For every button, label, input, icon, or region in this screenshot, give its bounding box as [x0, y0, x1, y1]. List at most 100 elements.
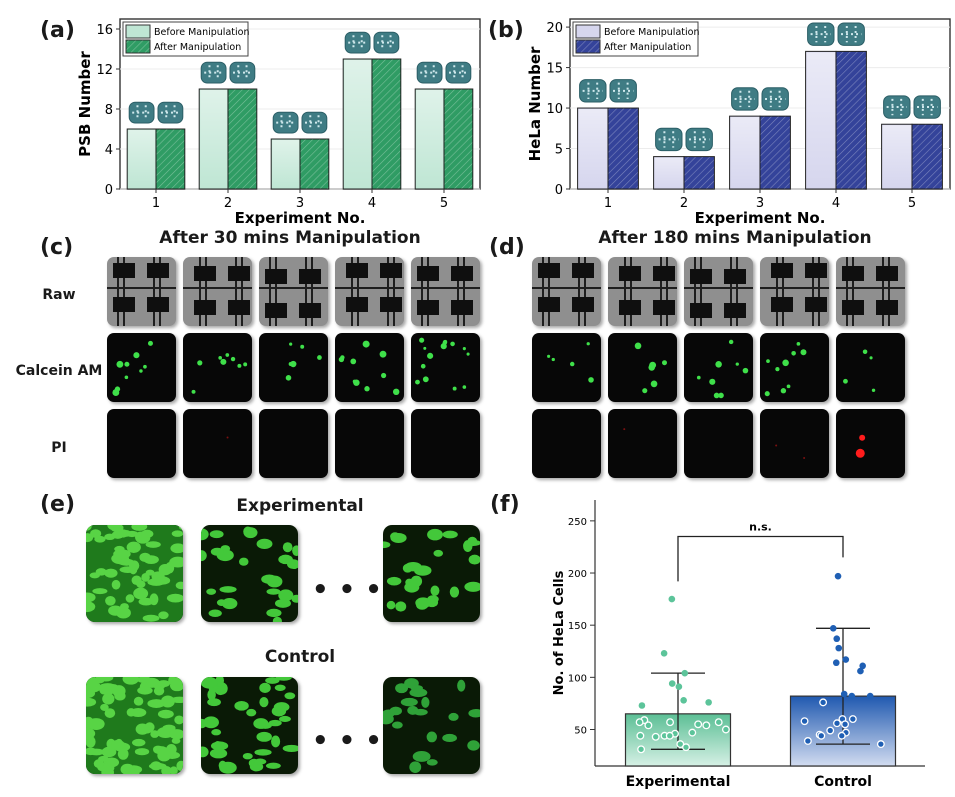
robot-frame-bar: [183, 287, 252, 289]
data-point: [651, 732, 660, 741]
hela-cell: [98, 677, 114, 682]
robot-frame-bar: [542, 257, 544, 326]
robot-cage-block: [194, 266, 216, 281]
robot-frame-bar: [812, 257, 814, 326]
bar-shine: [344, 60, 371, 188]
psb-robot-icon: [416, 61, 443, 84]
robot-frame-bar: [393, 257, 395, 326]
hela-cell: [157, 749, 171, 762]
y-tick-label: 16: [96, 23, 113, 38]
hela-cell: [467, 740, 480, 751]
panel-c-calcein-image-5: [411, 333, 480, 402]
micrograph: [696, 339, 749, 399]
hela-cell: [158, 611, 169, 620]
hela-cell: [254, 758, 267, 765]
live-cell-dot: [547, 354, 551, 358]
y-tick-label: 100: [568, 673, 587, 684]
hela-cell: [139, 681, 149, 693]
data-point: [668, 595, 676, 603]
hela-cell: [272, 616, 282, 622]
panel-d-pi-image-3: [684, 409, 753, 478]
hela-cell: [110, 525, 124, 533]
significance-label: n.s.: [749, 521, 772, 534]
robot-cage-block: [538, 263, 560, 278]
hela-cell: [404, 581, 420, 593]
live-cell-dot: [379, 350, 387, 358]
hela-cell: [284, 692, 296, 700]
robot-cage-block: [265, 303, 287, 318]
panel-d-calcein-image-1: [532, 333, 601, 402]
robot-cage-block: [724, 269, 746, 284]
fluorescence-image: [201, 677, 298, 774]
hela-cell: [108, 605, 123, 616]
live-cell-dot: [869, 356, 873, 360]
hela-cell: [425, 597, 439, 608]
robot-frame-bar: [624, 257, 626, 326]
hela-cell: [449, 586, 460, 598]
y-tick-label: 5: [555, 143, 563, 158]
micrograph: [259, 257, 328, 326]
data-point: [636, 731, 645, 740]
bar-shine: [578, 109, 607, 188]
micrograph: [532, 409, 601, 478]
robot-frame-bar: [457, 257, 459, 326]
live-cell-dot: [300, 344, 305, 349]
hela-cell: [90, 529, 102, 538]
row-label-pi: PI: [51, 440, 67, 456]
robot-frame-bar: [235, 257, 237, 326]
micrograph: [415, 337, 470, 391]
experimental-cell-image-1: [86, 525, 183, 622]
live-cell-dot: [642, 388, 648, 394]
hela-cell: [468, 708, 480, 718]
live-cell-dot: [124, 375, 129, 380]
robot-frame-bar: [269, 257, 271, 326]
legend-swatch-before: [125, 24, 151, 39]
hela-cell: [390, 532, 400, 541]
x-axis-title: Experiment No.: [235, 209, 366, 226]
hela-cell: [213, 749, 222, 756]
data-point: [819, 698, 828, 707]
bar-shine: [272, 140, 299, 188]
data-point: [848, 715, 857, 724]
hela-cell: [213, 740, 222, 752]
micrograph: [191, 353, 248, 394]
hela-cell: [465, 539, 480, 546]
micrograph: [843, 349, 876, 393]
live-cell-dot: [649, 361, 657, 369]
robot-frame-bar: [548, 257, 550, 326]
robot-frame-bar: [421, 257, 423, 326]
live-cell-dot: [800, 349, 807, 356]
hela-cell: [278, 554, 293, 565]
hela-cell: [261, 574, 278, 584]
robot-cage-block: [228, 300, 250, 315]
robot-frame-bar: [776, 257, 778, 326]
hela-cell: [174, 715, 183, 725]
micrograph: [623, 428, 626, 431]
hela-cell: [273, 702, 290, 712]
panel-d-pi-image-1: [532, 409, 601, 478]
hela-cell: [239, 557, 249, 566]
hela-cell: [203, 716, 219, 729]
robot-frame-bar: [684, 287, 753, 289]
live-cell-dot: [191, 389, 196, 394]
live-cell-dot: [116, 360, 124, 368]
robot-cage-block: [417, 266, 439, 281]
dead-cell-dot: [803, 457, 806, 460]
robot-cage-block: [194, 300, 216, 315]
live-cell-dot: [713, 392, 720, 399]
panel-c-calcein-image-4: [335, 333, 404, 402]
robot-frame-bar: [259, 287, 328, 289]
robot-cage-block: [451, 300, 473, 315]
significance-bracket: [677, 535, 844, 582]
robot-cage-block: [805, 297, 827, 312]
data-point: [859, 662, 866, 670]
robot-frame-bar: [782, 257, 784, 326]
bar-shine: [654, 157, 683, 188]
x-axis-title: Experiment No.: [695, 209, 826, 226]
hela-cell: [131, 525, 148, 531]
data-point: [644, 721, 653, 730]
live-cell-dot: [420, 363, 426, 369]
hela-cell: [209, 530, 224, 539]
robot-frame-bar: [836, 287, 905, 289]
data-point: [668, 680, 676, 687]
